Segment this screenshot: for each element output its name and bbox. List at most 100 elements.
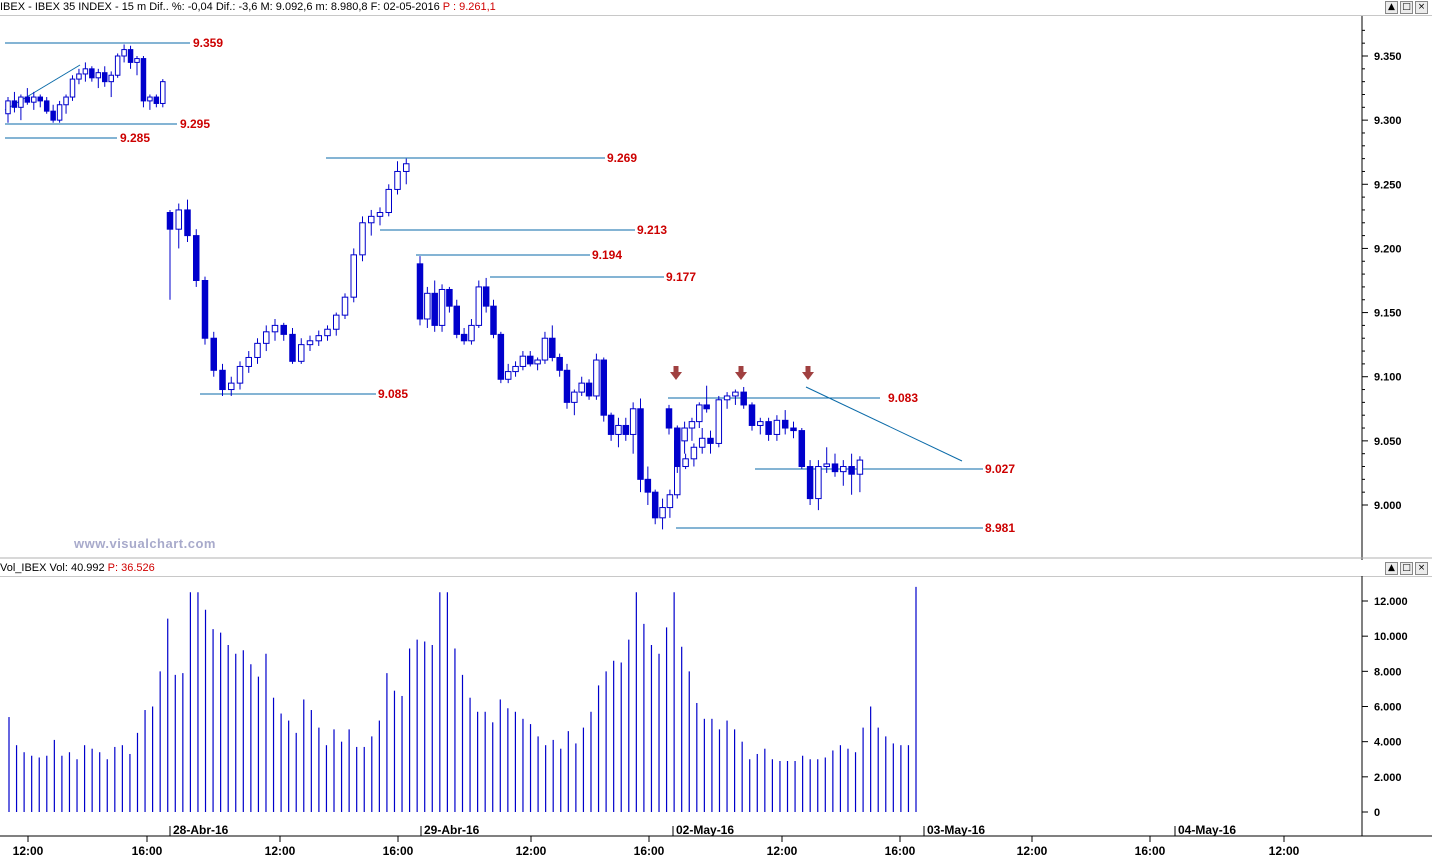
volume-p: P: 36.526 (107, 562, 155, 574)
volume-value: Vol: 40.992 (49, 562, 105, 574)
volume-close-button[interactable]: × (1415, 562, 1428, 575)
volume-window-buttons: ▲ □ × (1385, 562, 1428, 575)
candle-body (245, 356, 252, 367)
candle-body (556, 356, 563, 371)
candle-body (815, 466, 822, 500)
candle-body (368, 215, 375, 224)
candle-body (748, 404, 756, 426)
candle-body (512, 365, 519, 373)
time-tick-label: 16:00 (634, 844, 665, 857)
candle-body (696, 404, 703, 423)
candle-body (715, 399, 723, 444)
watermark: www.visualchart.com (74, 536, 216, 551)
volume-maximize-button[interactable]: □ (1400, 562, 1413, 575)
candle-body (228, 382, 235, 391)
candle-body (359, 222, 366, 256)
candle-body (703, 404, 710, 410)
candle-body (773, 419, 781, 435)
candle-body (210, 337, 217, 371)
time-tick-label: 12:00 (265, 844, 296, 857)
down-arrow-icon (670, 366, 682, 380)
date-label: 03-May-16 (927, 823, 985, 837)
trendline-up (4, 64, 81, 111)
date-label: 28-Abr-16 (173, 823, 229, 837)
candle-body (271, 324, 279, 333)
volume-tick-label: 12.000 (1374, 596, 1408, 608)
price-min: m: 8.980,8 (315, 1, 368, 13)
price-tick-label: 9.300 (1374, 115, 1402, 127)
candle-body (175, 209, 182, 230)
candle-body (5, 100, 11, 115)
price-maximize-button[interactable]: □ (1400, 1, 1413, 14)
volume-tick-label: 0 (1374, 807, 1380, 819)
price-date: F: 02-05-2016 (370, 1, 440, 13)
level-label: 9.083 (888, 391, 918, 405)
candle-body (629, 408, 637, 435)
candle-body (831, 463, 839, 473)
marker-arrows (670, 366, 814, 380)
price-close-button[interactable]: × (1415, 1, 1428, 14)
volume-minimize-button[interactable]: ▲ (1385, 562, 1398, 575)
candle-body (674, 427, 681, 468)
volume-tick-label: 2.000 (1374, 772, 1402, 784)
candle-body (37, 96, 43, 102)
candle-body (76, 73, 82, 80)
candle-body (31, 96, 37, 103)
volume-tick-label: 8.000 (1374, 666, 1402, 678)
price-tick-label: 9.350 (1374, 51, 1402, 63)
candle-body (102, 72, 108, 83)
candle-body (424, 292, 431, 320)
candle-body (431, 292, 438, 326)
price-tick-label: 9.000 (1374, 500, 1402, 512)
candle-body (153, 96, 160, 104)
candle-body (790, 427, 797, 432)
price-interval: 15 m (121, 1, 147, 13)
candle-body (315, 335, 322, 342)
level-label: 9.269 (607, 151, 637, 165)
candle-body (659, 507, 666, 519)
time-tick-label: 12:00 (13, 844, 44, 857)
candle-body (43, 100, 50, 112)
level-lines: 9.359 9.295 9.285 9.269 9.213 9.194 9.177 9.085… (5, 36, 1015, 535)
candle-body (571, 391, 578, 403)
candle-body (600, 359, 607, 416)
price-minimize-button[interactable]: ▲ (1385, 1, 1398, 14)
candle-body (453, 305, 460, 335)
candle-body (541, 337, 549, 361)
candle-body (549, 337, 556, 358)
candle-body (806, 466, 814, 500)
time-tick-label: 12:00 (1269, 844, 1300, 857)
candle-body (298, 344, 305, 362)
price-last: P : 9.261,1 (442, 1, 496, 13)
candle-body (134, 58, 140, 63)
level-label: 9.285 (120, 131, 150, 145)
candle-body (166, 212, 174, 230)
candle-body (446, 288, 453, 307)
candle-body (460, 333, 468, 342)
candle-body (482, 286, 490, 307)
candle-body (765, 421, 772, 435)
trend-lines (4, 64, 963, 462)
candle-body (519, 355, 527, 367)
time-tick-label: 16:00 (1135, 844, 1166, 857)
candle-body (698, 437, 706, 448)
candle-body (18, 96, 24, 108)
candle-body (681, 427, 688, 442)
time-tick-label: 12:00 (516, 844, 547, 857)
candle-body (707, 437, 714, 444)
time-tick-label: 12:00 (1017, 844, 1048, 857)
candle-body (490, 305, 497, 335)
candle-body (193, 235, 200, 282)
candle-body (341, 296, 349, 316)
price-name: IBEX 35 INDEX (34, 1, 112, 13)
price-axis: 9.000 9.050 9.100 9.150 9.200 9.250 9.300 9.350 (1362, 29, 1402, 512)
candle-body (651, 491, 659, 519)
candle-body (56, 104, 63, 121)
candle-body (732, 391, 739, 397)
time-axis: 12:00 16:00 12:00 16:00 12:00 16:00 12:00 16:00… (13, 823, 1300, 857)
candle-body (147, 96, 153, 102)
level-label: 9.027 (985, 462, 1015, 476)
price-max: M: 9.092,6 (260, 1, 313, 13)
candle-body (201, 280, 209, 339)
